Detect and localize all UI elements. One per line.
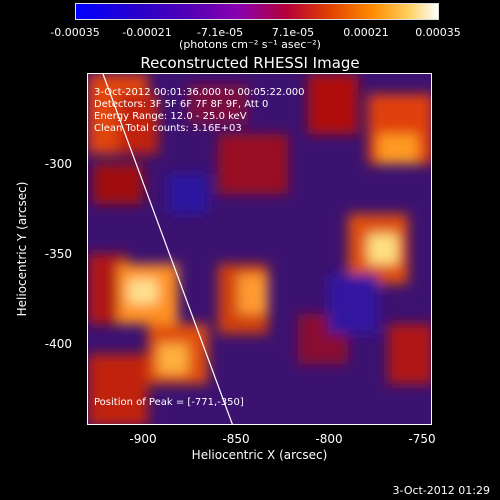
colorbar [75, 3, 439, 20]
date-stamp: 3-Oct-2012 01:29 [392, 484, 490, 497]
info-time: 3-Oct-2012 00:01:36.000 to 00:05:22.000 [94, 87, 305, 98]
colorbar-tick: -0.00021 [122, 26, 172, 39]
x-tick-label: -850 [222, 432, 250, 446]
colorbar-units: (photons cm⁻² s⁻¹ asec⁻²) [179, 38, 321, 51]
x-tick-label: -800 [315, 432, 343, 446]
y-tick-label: -350 [44, 247, 72, 261]
limb-line [102, 74, 233, 424]
plot-title: Reconstructed RHESSI Image [140, 54, 360, 72]
x-tick-label: -750 [408, 432, 436, 446]
x-tick-label: -900 [129, 432, 157, 446]
colorbar-tick: 7.1e-05 [271, 26, 315, 39]
colorbar-tick: -7.1e-05 [196, 26, 244, 39]
info-energy: Energy Range: 12.0 - 25.0 keV [94, 111, 247, 122]
colorbar-tick: 0.00021 [343, 26, 389, 39]
rhessi-image [87, 73, 432, 425]
y-tick-label: -400 [44, 337, 72, 351]
y-axis-label: Heliocentric Y (arcsec) [15, 181, 29, 317]
image-map [88, 74, 431, 424]
colorbar-tick: -0.00035 [50, 26, 100, 39]
info-clean: Clean Total counts: 3.16E+03 [94, 123, 242, 134]
y-tick-label: -300 [44, 157, 72, 171]
x-axis-label: Heliocentric X (arcsec) [191, 448, 328, 462]
colorbar-tick: 0.00035 [415, 26, 461, 39]
peak-position: Position of Peak = [-771,-350] [94, 397, 244, 408]
info-detectors: Detectors: 3F 5F 6F 7F 8F 9F, Att 0 [94, 99, 269, 110]
